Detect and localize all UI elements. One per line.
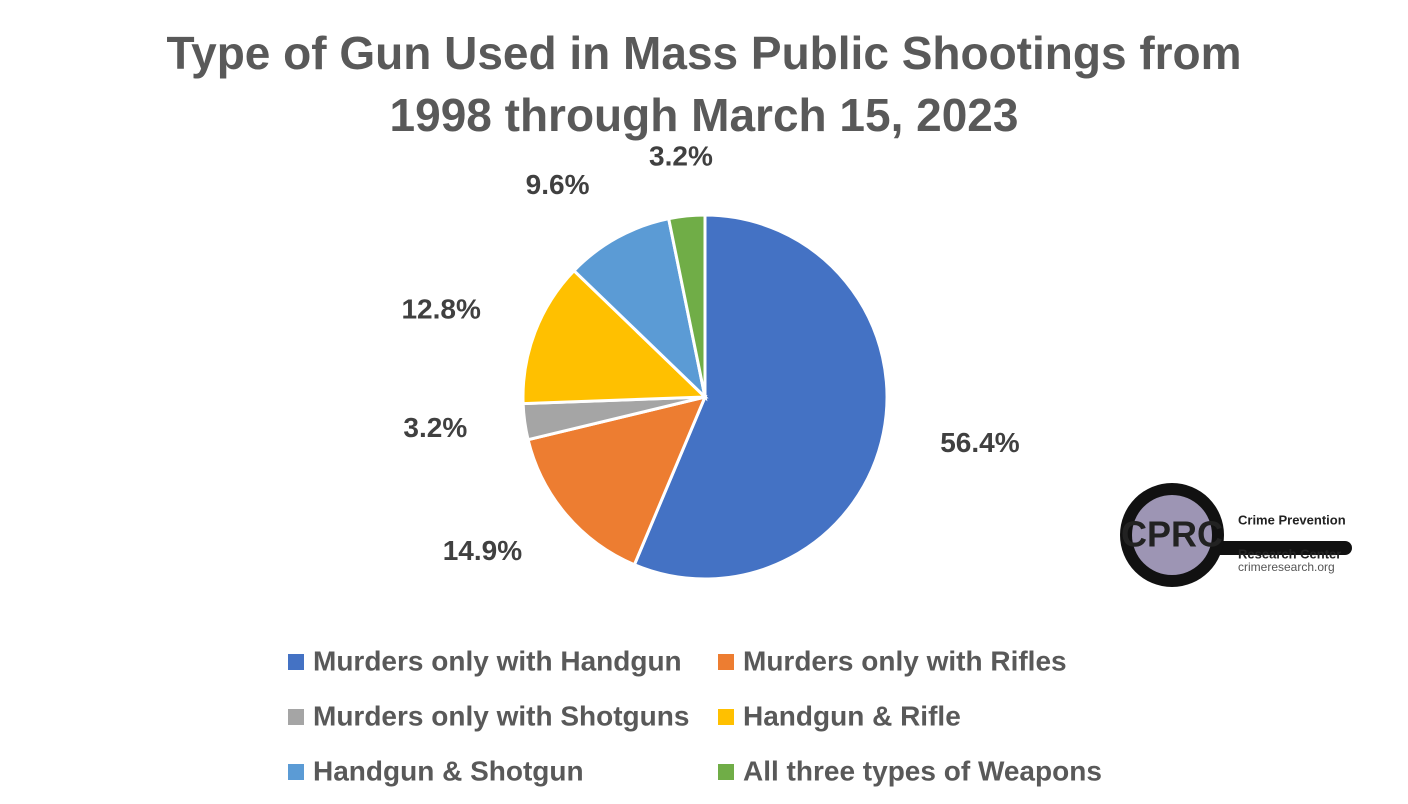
- legend-label: Handgun & Rifle: [743, 700, 961, 731]
- chart-title: Type of Gun Used in Mass Public Shooting…: [166, 27, 1242, 141]
- logo-url: crimeresearch.org: [1238, 560, 1335, 574]
- legend-label: Handgun & Shotgun: [313, 755, 584, 786]
- logo-text: Research Center: [1238, 546, 1341, 561]
- legend-label: Murders only with Handgun: [313, 645, 682, 676]
- legend-swatch: [718, 709, 734, 725]
- pie-slice: [521, 268, 709, 406]
- logo-text: Crime Prevention: [1238, 512, 1346, 527]
- data-label: 56.4%: [940, 427, 1019, 458]
- data-label: 14.9%: [443, 535, 522, 566]
- logo-mark: CPRC: [1121, 514, 1223, 555]
- logo: CPRC Crime Prevention Research Center cr…: [1120, 483, 1352, 587]
- legend-swatch: [288, 764, 304, 780]
- legend-swatch: [718, 764, 734, 780]
- legend-swatch: [718, 654, 734, 670]
- data-label: 3.2%: [649, 141, 713, 172]
- logo-lens: [1132, 495, 1212, 575]
- pie-slice: [666, 213, 707, 398]
- data-label: 9.6%: [526, 169, 590, 200]
- legend-label: All three types of Weapons: [743, 755, 1102, 786]
- legend-swatch: [288, 709, 304, 725]
- data-label: 12.8%: [401, 294, 480, 325]
- pie-slice: [571, 216, 708, 402]
- legend-label: Murders only with Rifles: [743, 645, 1067, 676]
- legend-label: Murders only with Shotguns: [313, 700, 689, 731]
- pie-slice: [632, 213, 889, 581]
- data-label: 3.2%: [403, 412, 467, 443]
- legend-swatch: [288, 654, 304, 670]
- pie-slice: [526, 394, 708, 567]
